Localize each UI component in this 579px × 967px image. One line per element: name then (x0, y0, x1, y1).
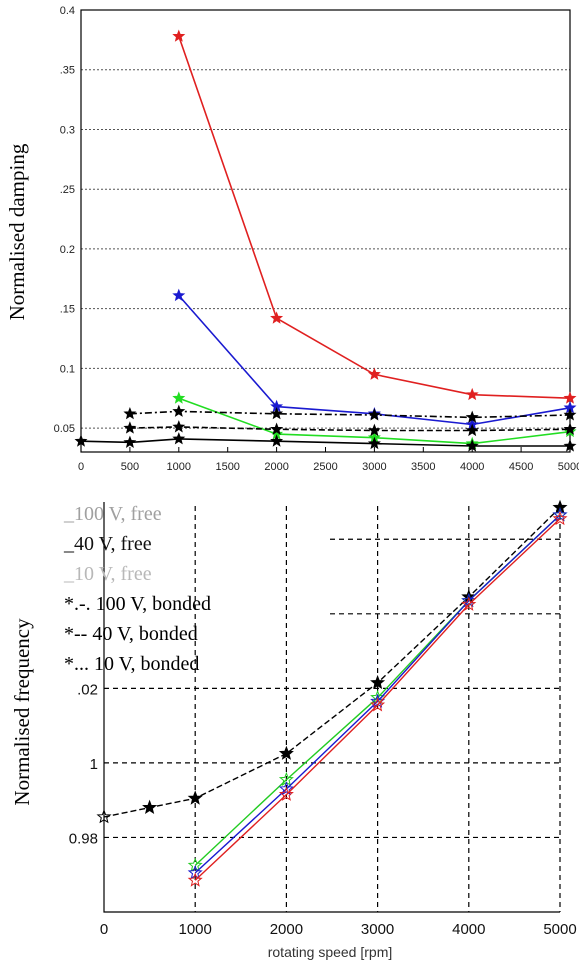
damping-point (172, 432, 186, 445)
damping-x-tick-label: 1000 (167, 461, 191, 473)
frequency-y-axis-label: Normalised frequency (10, 618, 34, 806)
frequency-point (96, 809, 112, 824)
frequency-x-axis-label: rotating speed [rpm] (268, 944, 393, 960)
damping-y-tick-label: 0.3 (60, 124, 75, 136)
damping-point (465, 439, 479, 452)
damping-point (172, 404, 186, 417)
damping-series-line-3 (129, 410, 571, 419)
damping-x-tick-label: 500 (121, 461, 139, 473)
damping-point (367, 367, 381, 380)
legend-entry: *... 10 V, bonded (64, 653, 199, 675)
frequency-x-tick-label: 2000 (270, 921, 303, 938)
frequency-point (187, 864, 203, 880)
frequency-series-line-3 (194, 518, 561, 881)
damping-point (123, 435, 137, 448)
frequency-x-tick-label: 0 (100, 921, 108, 938)
damping-point (465, 387, 479, 401)
frequency-point (278, 745, 294, 760)
frequency-x-tick-label: 1000 (179, 921, 212, 938)
damping-y-tick-label: 0.2 (60, 244, 75, 256)
damping-plot-frame (80, 9, 571, 453)
frequency-point (370, 674, 386, 690)
damping-point (172, 391, 186, 404)
damping-point (172, 420, 186, 433)
damping-x-tick-label: 3500 (411, 461, 435, 473)
frequency-grid (104, 506, 561, 912)
frequency-x-tick-label: 5000 (543, 921, 576, 938)
frequency-chart: .02 1 0.98 0 1000 2000 3000 4000 5000 _100 V, fr… (10, 499, 577, 960)
frequency-point (187, 857, 203, 872)
frequency-ticks: .02 1 0.98 0 1000 2000 3000 4000 5000 (69, 681, 577, 938)
frequency-point (142, 799, 158, 815)
damping-y-tick-label: .35 (60, 65, 75, 77)
damping-x-tick-label: 2500 (313, 461, 337, 473)
legend-entry: _100 V, free (63, 503, 162, 525)
damping-grid (81, 9, 570, 429)
frequency-y-tick-label: 0.98 (69, 830, 98, 847)
damping-x-tick-label: 4000 (460, 461, 484, 473)
frequency-point (552, 499, 568, 514)
damping-point (563, 391, 577, 404)
frequency-point (187, 790, 203, 805)
frequency-axes (103, 502, 560, 913)
frequency-point (278, 781, 294, 796)
damping-point (270, 434, 284, 447)
frequency-point (552, 507, 568, 522)
damping-y-axis-label: Normalised damping (5, 143, 29, 320)
legend-entry: _40 V, free (63, 533, 152, 555)
damping-x-tick-label: 4500 (509, 461, 533, 473)
damping-y-tick-label: .15 (60, 304, 75, 316)
frequency-series (96, 499, 568, 887)
damping-y-tick-label: .25 (60, 184, 75, 196)
damping-point (172, 288, 186, 302)
damping-ticks: 0.4 .35 0.3 .25 0.2 .15 0.1 0.05 0 500 1000 1500 200… (54, 5, 579, 473)
damping-point (367, 423, 381, 437)
damping-point (270, 311, 284, 324)
damping-y-tick-label: 0.1 (60, 363, 75, 375)
damping-point (563, 422, 577, 435)
frequency-x-tick-label: 3000 (361, 921, 394, 938)
damping-y-tick-label: 0.05 (54, 423, 75, 435)
damping-x-tick-label: 1500 (215, 461, 239, 473)
frequency-y-tick-label: 1 (90, 756, 98, 773)
damping-point (563, 408, 577, 421)
damping-series-line-1 (178, 294, 571, 426)
damping-x-tick-label: 3000 (362, 461, 386, 473)
damping-chart: 0.4 .35 0.3 .25 0.2 .15 0.1 0.05 0 500 1000 1500 200… (5, 5, 579, 473)
damping-point (123, 406, 137, 420)
damping-point (123, 421, 137, 434)
damping-y-tick-label: 0.4 (60, 5, 75, 17)
damping-point (563, 439, 577, 452)
damping-series-line-4 (129, 426, 571, 432)
damping-point (465, 410, 479, 423)
damping-point (74, 434, 88, 447)
damping-point (465, 423, 479, 437)
damping-point (270, 406, 284, 420)
frequency-legend: _100 V, free _40 V, free _10 V, free *.-. 1… (63, 503, 211, 675)
damping-point (367, 436, 381, 450)
legend-entry: *-- 40 V, bonded (64, 623, 198, 645)
frequency-x-tick-label: 4000 (452, 921, 485, 938)
frequency-y-tick-label: .02 (77, 681, 98, 698)
frequency-series-line-2 (194, 514, 561, 874)
frequency-point (187, 872, 203, 887)
damping-point (270, 422, 284, 435)
damping-point (172, 29, 186, 42)
legend-entry: *.-. 100 V, bonded (64, 593, 211, 615)
damping-series (74, 29, 577, 452)
damping-x-tick-label: 2000 (264, 461, 288, 473)
damping-series-line-0 (178, 36, 571, 399)
legend-entry: _10 V, free (63, 563, 152, 585)
frequency-point (370, 697, 386, 712)
frequency-point (552, 510, 568, 526)
frequency-point (278, 786, 294, 801)
frequency-point (461, 596, 477, 611)
frequency-point (461, 589, 477, 604)
damping-x-tick-label: 0 (78, 461, 84, 473)
damping-x-tick-label: 5000 (558, 461, 579, 473)
damping-point (367, 408, 381, 421)
